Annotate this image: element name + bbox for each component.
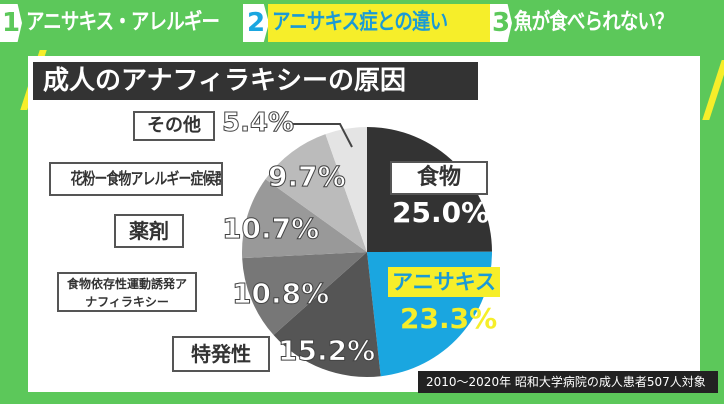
tab-1[interactable]: アニサキス・アレルギー	[22, 4, 242, 42]
pct-other: 5.4%	[221, 108, 295, 139]
tab-bar: 1 アニサキス・アレルギー 2 アニサキス症との違い 3 魚が食べられない？	[0, 0, 724, 46]
pct-fdeia: 10.8%	[231, 277, 330, 311]
tab-3-label: 魚が食べられない？	[514, 10, 674, 35]
tab-2[interactable]: アニサキス症との違い	[268, 4, 490, 42]
tab-2-label: アニサキス症との違い	[272, 10, 448, 35]
pie-slice-3	[242, 252, 367, 336]
tab-3-number[interactable]: 3	[490, 4, 512, 42]
label-anisakis: アニサキス	[388, 267, 500, 297]
pct-drug: 10.7%	[221, 212, 320, 246]
label-pollen-food-box: 花粉ー食物アレルギー症候群	[49, 162, 223, 196]
label-other: その他	[133, 111, 215, 141]
tab-2-number[interactable]: 2	[243, 4, 269, 42]
source-note: 2010〜2020年 昭和大学病院の成人患者507人対象	[418, 371, 718, 393]
label-food: 食物	[390, 161, 488, 195]
chart-title: 成人のアナフィラキシーの原因	[33, 62, 478, 100]
pct-pollen-food: 9.7%	[268, 160, 347, 194]
pct-food: 25.0%	[392, 196, 490, 229]
label-drug: 薬剤	[114, 214, 184, 248]
tab-1-label: アニサキス・アレルギー	[26, 10, 220, 35]
label-fdeia: 食物依存性運動誘発アナフィラキシー	[57, 272, 197, 312]
leader-line-other	[292, 123, 353, 148]
pie-slice-6	[325, 127, 367, 252]
pie-slice-5	[265, 134, 367, 252]
label-idiopathic: 特発性	[172, 336, 270, 372]
label-pollen-food: 花粉ー食物アレルギー症候群	[70, 169, 223, 188]
tab-1-number[interactable]: 1	[0, 4, 22, 42]
pie-slice-2	[273, 252, 381, 377]
pct-anisakis: 23.3%	[400, 302, 498, 335]
pie-slice-4	[242, 179, 367, 259]
pct-idiopathic: 15.2%	[277, 334, 376, 368]
tab-3[interactable]: 魚が食べられない？	[510, 4, 724, 42]
